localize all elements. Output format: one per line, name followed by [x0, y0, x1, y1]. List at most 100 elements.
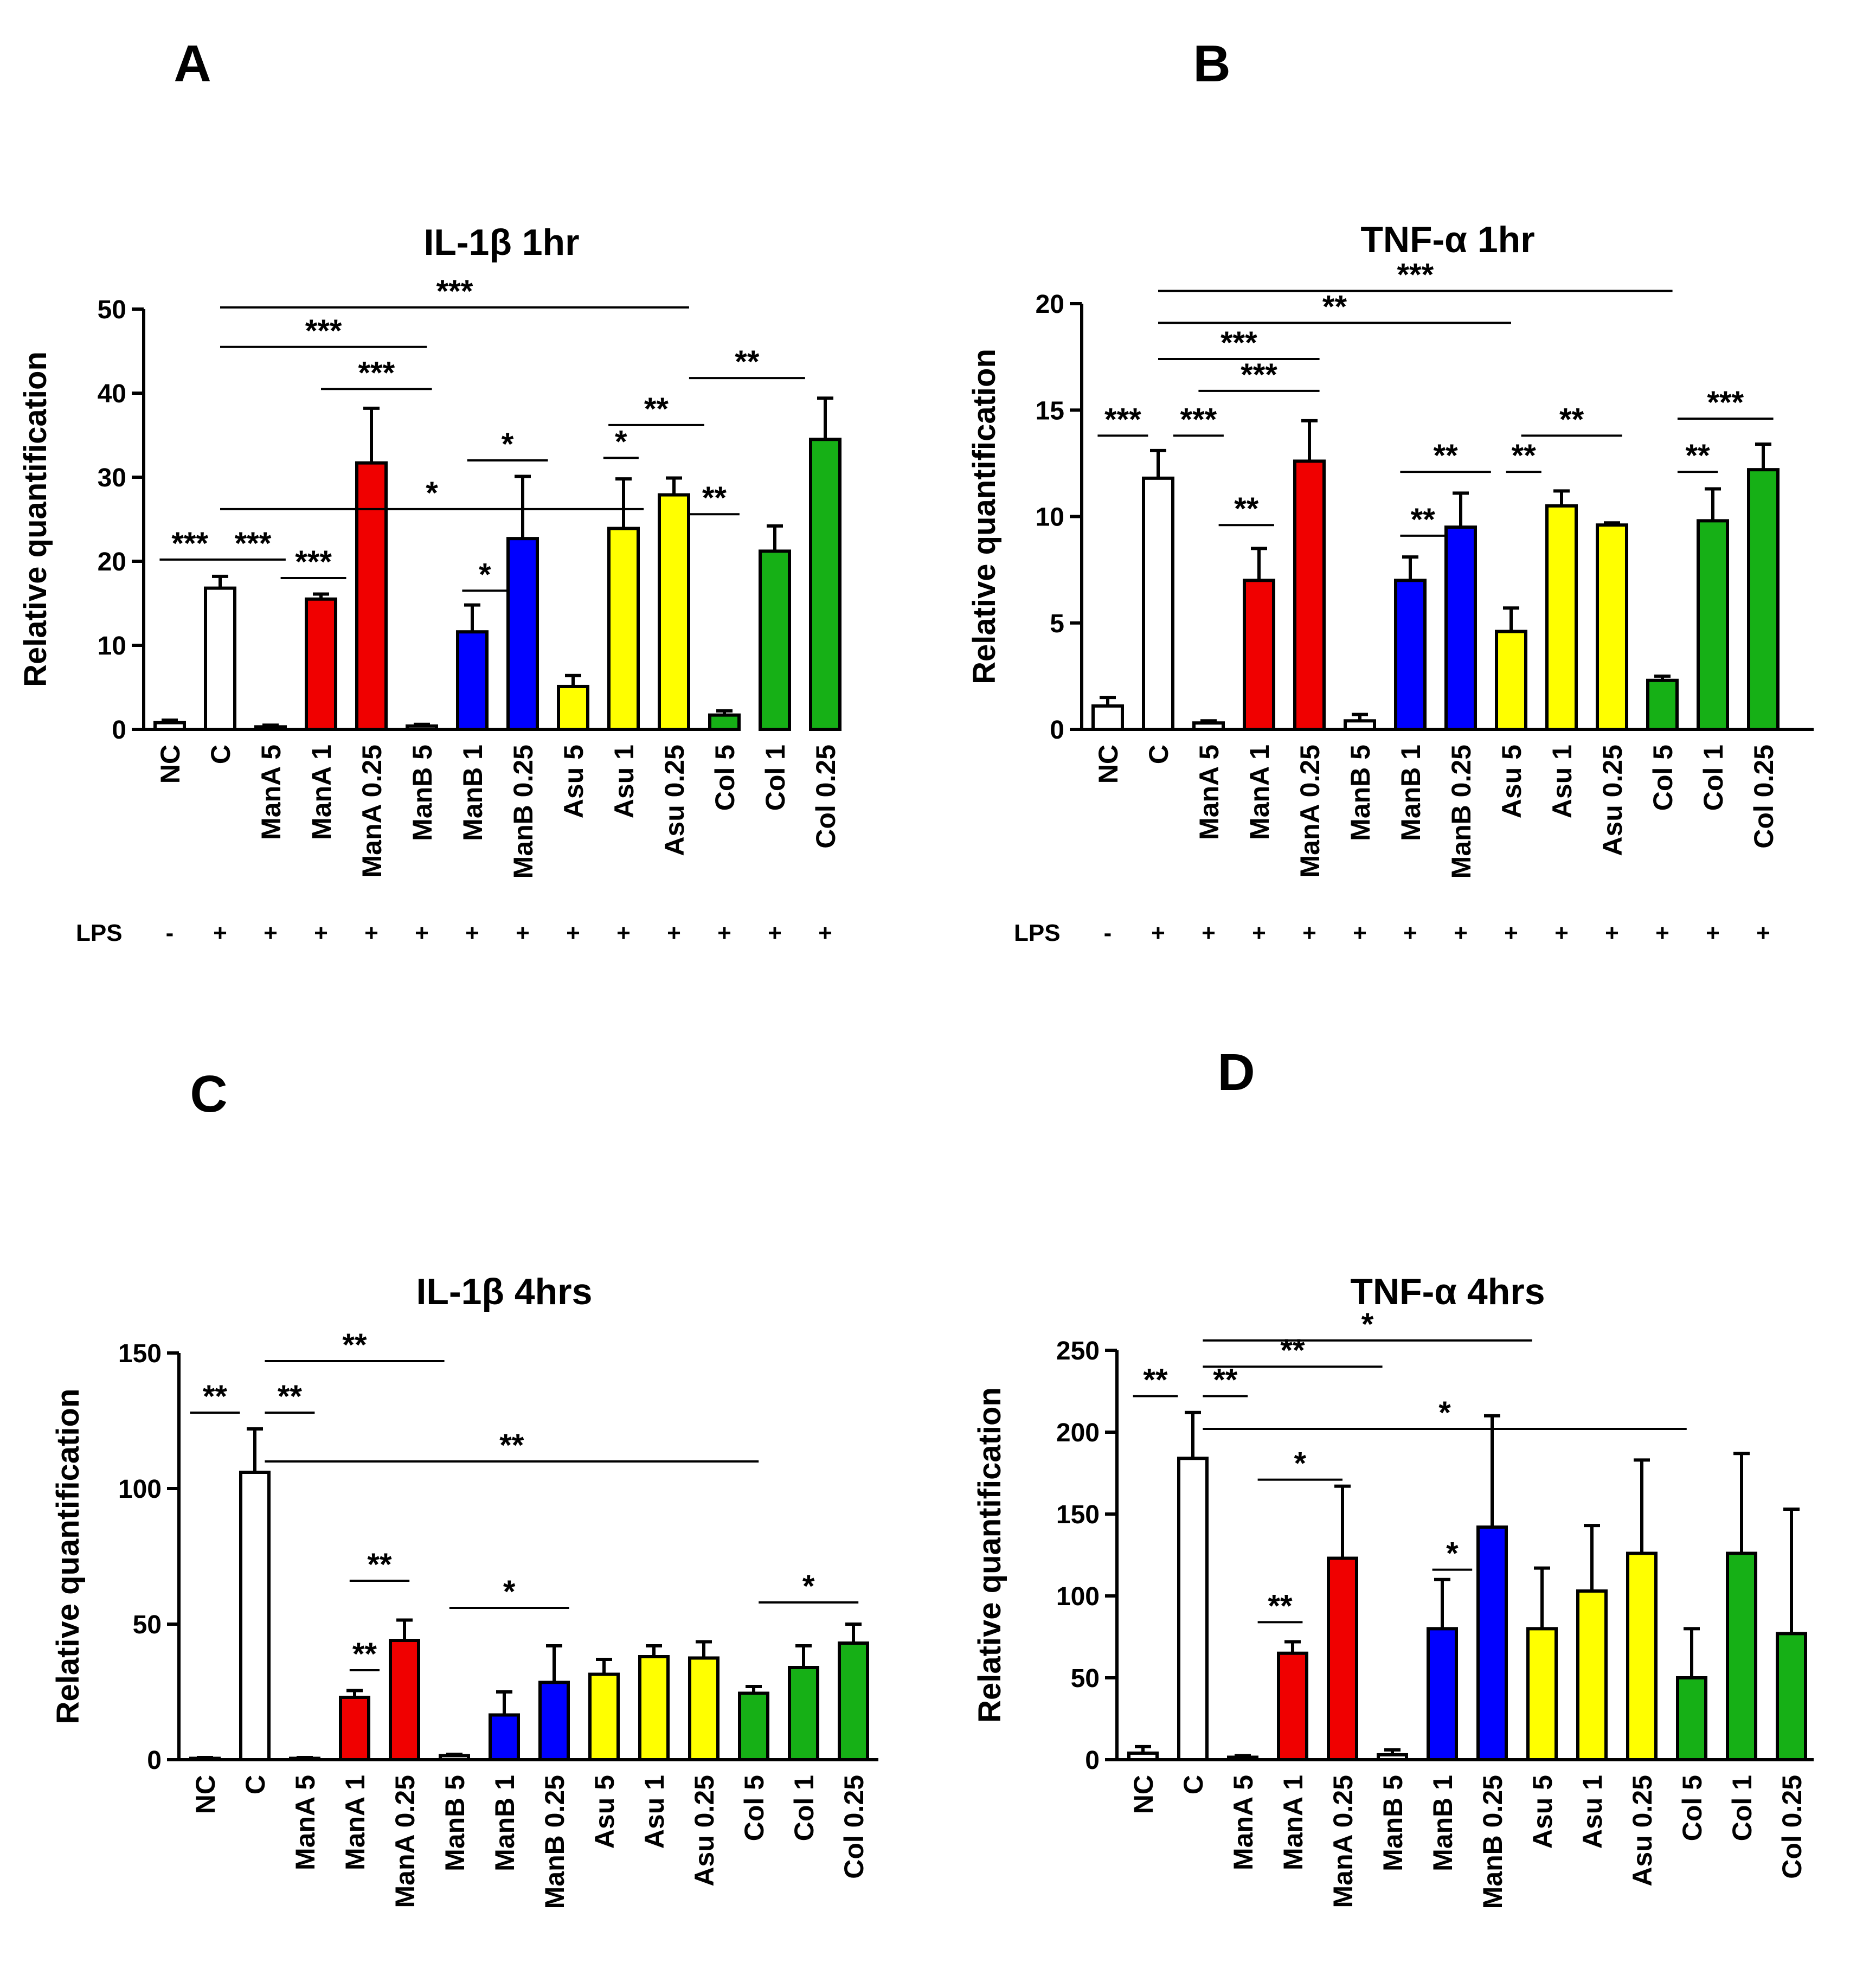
significance-label: * — [479, 557, 491, 592]
bar — [1747, 468, 1780, 732]
x-tick-label: Col 0.25 — [811, 745, 841, 849]
lps-indicator: + — [1403, 920, 1417, 946]
lps-row-label: LPS — [1014, 920, 1061, 946]
lps-indicator: + — [717, 920, 731, 946]
x-tick-label: Col 1 — [760, 745, 791, 811]
x-tick-label: Asu 0.25 — [1597, 745, 1628, 856]
significance-label: ** — [1280, 1333, 1305, 1368]
significance-label: *** — [171, 526, 208, 561]
bar — [305, 597, 337, 731]
panel-b: B TNF-α 1hr Relative quantification 0 5 10 15 2… — [967, 35, 1814, 946]
bar — [1646, 678, 1679, 731]
significance-label: * — [426, 476, 438, 511]
x-tick-label: ManB 5 — [1345, 745, 1376, 841]
bar — [638, 1655, 670, 1761]
bar — [1091, 704, 1124, 731]
bar — [239, 1471, 271, 1761]
x-tick-label: ManB 0.25 — [1478, 1775, 1508, 1909]
x-tick-label: C — [205, 745, 236, 764]
significance-label: *** — [295, 544, 332, 580]
lps-indicator: + — [465, 920, 479, 946]
bar — [1377, 1753, 1408, 1761]
significance-label: ** — [735, 344, 760, 380]
bar — [204, 586, 236, 731]
x-tick-label: NC — [190, 1775, 221, 1814]
significance-label: *** — [1397, 257, 1434, 292]
bar — [557, 684, 589, 731]
x-tick-label: Asu 5 — [1496, 745, 1527, 818]
bar — [1596, 523, 1628, 731]
bar — [1192, 721, 1225, 731]
y-tick-label: 15 — [1036, 396, 1064, 425]
x-tick-label: Asu 1 — [639, 1775, 670, 1849]
y-tick-label: 10 — [98, 632, 126, 660]
significance-label: *** — [1241, 357, 1277, 393]
y-tick-label: 150 — [1056, 1500, 1100, 1529]
significance-label: * — [1294, 1446, 1307, 1482]
lps-indicator: + — [1554, 920, 1569, 946]
lps-indicator: + — [616, 920, 631, 946]
x-tick-label: NC — [1128, 1775, 1159, 1814]
bar — [838, 1641, 869, 1761]
significance-label: * — [503, 1574, 516, 1609]
x-tick-label: ManB 0.25 — [1446, 745, 1476, 878]
x-tick-label: ManB 5 — [1378, 1775, 1408, 1871]
bar — [588, 1672, 620, 1761]
significance-label: * — [1438, 1395, 1451, 1431]
bar — [489, 1713, 520, 1761]
y-axis-label: Relative quantification — [50, 1389, 86, 1724]
significance-label: ** — [203, 1379, 228, 1414]
x-tick-label: ManB 1 — [490, 1775, 520, 1871]
x-tick-label: Asu 1 — [609, 745, 639, 818]
x-tick-label: Asu 5 — [558, 745, 589, 818]
y-tick-label: 30 — [98, 464, 126, 492]
bar — [1476, 1525, 1508, 1761]
y-tick-label: 250 — [1056, 1337, 1100, 1365]
significance-label: ** — [644, 392, 669, 427]
x-tick-label: Col 1 — [1698, 745, 1729, 811]
lps-indicator: + — [516, 920, 530, 946]
bar — [1444, 525, 1477, 731]
bar — [1327, 1556, 1358, 1762]
x-tick-label: ManA 1 — [1278, 1775, 1308, 1870]
bar — [389, 1639, 420, 1761]
y-tick-label: 150 — [118, 1339, 162, 1368]
y-tick-label: 20 — [1036, 290, 1064, 319]
x-tick-label: ManA 0.25 — [357, 745, 387, 877]
bar — [738, 1691, 769, 1761]
x-tick-label: ManA 5 — [290, 1775, 320, 1870]
bar — [355, 461, 388, 732]
significance-label: *** — [358, 355, 395, 390]
bar — [1227, 1755, 1258, 1761]
x-tick-label: C — [1144, 745, 1174, 764]
significance-label: *** — [305, 313, 342, 349]
x-tick-label: Col 5 — [739, 1775, 769, 1841]
significance-label: ** — [499, 1428, 524, 1463]
bar — [1293, 459, 1326, 731]
lps-indicator: + — [1252, 920, 1266, 946]
x-tick-label: Asu 1 — [1547, 745, 1577, 818]
y-tick-label: 0 — [147, 1746, 162, 1775]
x-tick-label: Col 0.25 — [1777, 1775, 1807, 1879]
bar — [1177, 1457, 1209, 1762]
panel-letter: D — [1217, 1043, 1255, 1101]
y-axis-label: Relative quantification — [18, 351, 53, 687]
significance-label: * — [615, 424, 627, 459]
lps-indicator: + — [264, 920, 278, 946]
bar — [1127, 1751, 1159, 1761]
significance-label: ** — [1434, 438, 1459, 473]
x-tick-label: Col 0.25 — [839, 1775, 869, 1879]
bar — [439, 1754, 470, 1761]
lps-indicator: + — [1202, 920, 1216, 946]
x-tick-label: ManB 1 — [1396, 745, 1426, 841]
significance-label: ** — [352, 1637, 377, 1672]
significance-label: * — [1361, 1307, 1374, 1342]
bar — [456, 630, 489, 731]
x-tick-label: Col 0.25 — [1749, 745, 1779, 849]
x-tick-label: Asu 0.25 — [689, 1775, 720, 1887]
x-tick-label: C — [240, 1775, 271, 1794]
lps-indicator: + — [314, 920, 328, 946]
lps-indicator: + — [818, 920, 832, 946]
bar — [339, 1696, 370, 1761]
